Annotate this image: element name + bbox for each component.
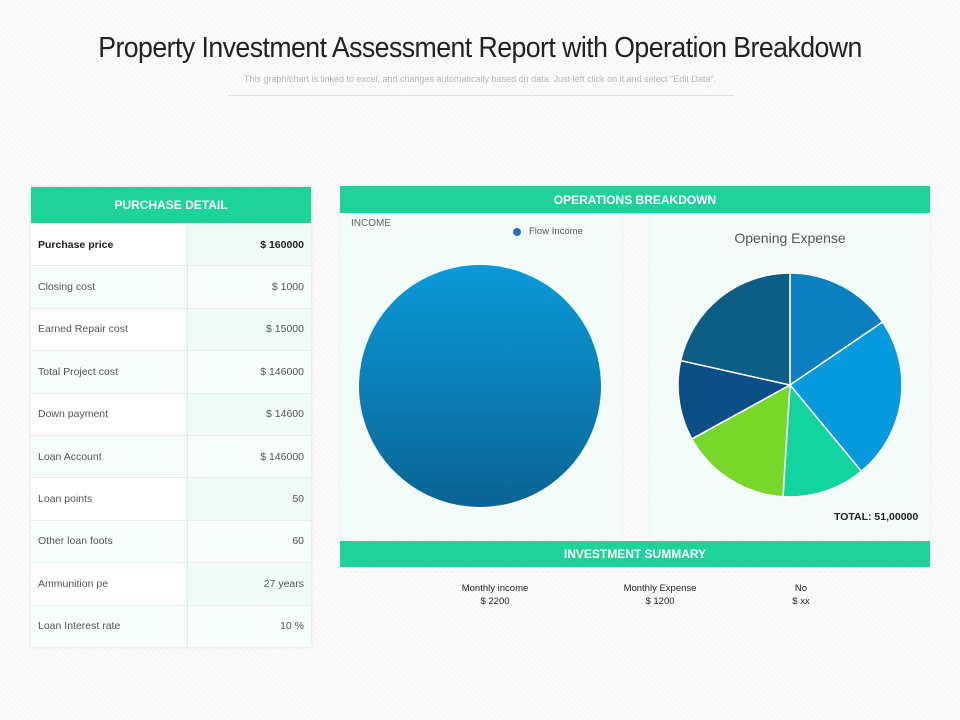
opening-expense-title: Opening Expense (734, 230, 846, 246)
summary-value: $ 2200 (480, 596, 510, 607)
row-value: $ 15000 (188, 308, 311, 351)
row-label: Loan Account (31, 435, 188, 478)
opening-expense-total: TOTAL: 51,00000 (834, 511, 919, 523)
row-value: 27 years (188, 563, 311, 605)
row-value: $ 146000 (188, 435, 311, 478)
row-label: Loan Interest rate (31, 605, 188, 647)
title-divider (228, 95, 734, 96)
expense-pie-slice-5 (679, 272, 791, 386)
table-row: Closing cost $ 1000 (31, 265, 311, 308)
expense-pie-slice-0 (789, 272, 884, 387)
row-label: Other loan foots (31, 520, 188, 563)
summary-value: $ xx (792, 596, 810, 607)
income-pie-slice-0 (359, 265, 601, 507)
table-row: Ammunition pe 27 years (31, 562, 311, 605)
table-row: Down payment $ 14600 (31, 392, 311, 435)
summary-monthly-expense: Monthly Expense $ 1200 (590, 582, 730, 608)
table-row: Other loan foots 60 (31, 519, 311, 563)
summary-label: Monthly income (461, 583, 529, 594)
row-label: Closing cost (31, 266, 188, 308)
expense-pie-slice-3 (690, 383, 791, 498)
table-row: Earned Repair cost $ 15000 (31, 307, 311, 351)
investment-summary-header: INVESTMENT SUMMARY (340, 541, 930, 567)
purchase-detail-rows: Purchase price $ 160000 Closing cost $ 1000… (31, 223, 311, 647)
purchase-detail-header: PURCHASE DETAIL (31, 187, 311, 223)
table-row: Purchase price $ 160000 (31, 223, 311, 266)
page-title: Property Investment Assessment Report wi… (98, 32, 862, 64)
row-value: 60 (188, 520, 311, 563)
row-value: 50 (188, 478, 311, 520)
row-label: Earned Repair cost (31, 308, 188, 351)
summary-no: No $ xx (731, 582, 871, 608)
page-subtitle: This graph/chart is linked to excel, and… (243, 74, 717, 84)
table-row: Total Project cost $ 146000 (31, 350, 311, 393)
row-value: $ 14600 (188, 393, 311, 435)
table-row: Loan Account $ 146000 (31, 434, 311, 478)
row-value: $ 146000 (188, 351, 311, 393)
summary-value: $ 1200 (645, 596, 675, 607)
row-label: Loan points (31, 478, 188, 520)
expense-pie-slice-1 (788, 321, 903, 473)
table-row: Loan Interest rate 10 % (31, 604, 311, 647)
row-label: Ammunition pe (31, 563, 188, 605)
operations-breakdown-header: OPERATIONS BREAKDOWN (340, 186, 930, 213)
row-label: Purchase price (31, 224, 188, 266)
expense-pie-slice-4 (677, 359, 793, 440)
summary-label: No (794, 583, 808, 594)
row-value: $ 1000 (188, 266, 311, 308)
legend-dot-icon (513, 227, 521, 236)
row-label: Total Project cost (31, 351, 188, 393)
legend-label-flow-income: Flow Income (529, 226, 583, 237)
row-value: 10 % (188, 605, 311, 647)
income-legend: Flow Income (513, 226, 583, 237)
summary-monthly-income: Monthly income $ 2200 (425, 582, 565, 608)
purchase-detail-table: PURCHASE DETAIL Purchase price $ 160000 Cl… (31, 187, 311, 647)
row-label: Down payment (31, 393, 188, 435)
summary-label: Monthly Expense (623, 583, 697, 594)
row-value: $ 160000 (188, 224, 311, 266)
table-row: Loan points 50 (31, 477, 311, 520)
income-chart-title: INCOME (351, 218, 391, 229)
expense-pie-slice-2 (782, 383, 863, 498)
